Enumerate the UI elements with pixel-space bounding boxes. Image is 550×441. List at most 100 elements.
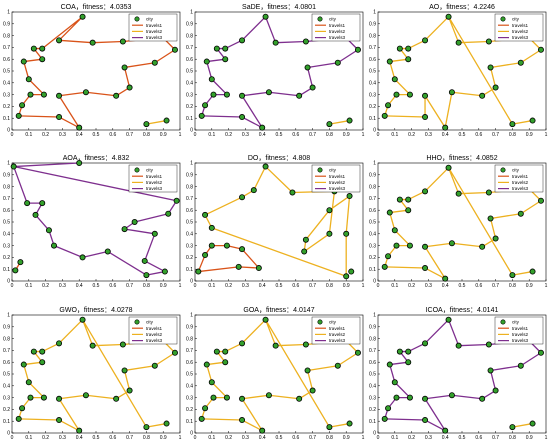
city-point [405, 207, 412, 214]
x-tick-label: 0.4 [259, 435, 266, 441]
city-point [422, 114, 429, 121]
city-point [272, 342, 279, 349]
city-point [385, 253, 392, 260]
legend-label: travels1 [329, 326, 346, 331]
panel-title: AO，fitness：4.2246 [429, 4, 495, 11]
city-point [239, 417, 246, 424]
x-tick-label: 1 [179, 435, 182, 441]
city-point [121, 64, 128, 71]
city-point [391, 76, 398, 83]
x-tick-label: 0.5 [276, 132, 283, 138]
city-point [393, 91, 400, 98]
x-tick-label: 1 [362, 435, 365, 441]
city-point [509, 424, 516, 431]
x-tick-label: 0.8 [509, 435, 516, 441]
x-tick-label: 0.8 [143, 283, 150, 289]
y-tick-label: 0.1 [3, 267, 10, 273]
x-tick-label: 0.9 [343, 435, 350, 441]
y-tick-label: 0 [190, 431, 193, 437]
legend-label: travels2 [512, 332, 529, 337]
city-point [239, 340, 246, 347]
city-point [239, 395, 246, 402]
x-tick-label: 0.5 [276, 283, 283, 289]
y-tick-label: 0.9 [3, 325, 10, 331]
legend-label: travels3 [512, 186, 529, 191]
y-tick-label: 0.2 [3, 407, 10, 413]
city-point [517, 59, 524, 66]
x-tick-label: 0.5 [93, 132, 100, 138]
y-tick-label: 1 [7, 161, 10, 167]
city-point [20, 58, 27, 65]
city-point [326, 207, 333, 214]
city-point [393, 394, 400, 401]
legend-city-marker [500, 167, 506, 173]
legend-label: travels2 [329, 29, 346, 34]
legend-label: travels1 [146, 174, 163, 179]
city-point [348, 268, 355, 275]
y-tick-label: 0.1 [186, 419, 193, 425]
y-tick-label: 0.3 [369, 395, 376, 401]
city-point [15, 112, 22, 119]
panel-title: GWO，fitness：4.0278 [59, 307, 132, 314]
city-point [422, 92, 429, 99]
x-tick-label: 0.1 [208, 435, 215, 441]
legend-label: travels3 [512, 35, 529, 40]
legend-label: city [146, 320, 154, 325]
city-point [296, 395, 303, 402]
city-point [12, 267, 19, 274]
legend-label: city [512, 168, 520, 173]
legend-city-marker [317, 167, 323, 173]
x-tick-label: 0.3 [59, 435, 66, 441]
city-point [213, 45, 220, 52]
x-tick-label: 0.7 [492, 283, 499, 289]
y-tick-label: 0.7 [369, 196, 376, 202]
x-tick-label: 1 [362, 283, 365, 289]
city-point [445, 316, 452, 323]
city-point [302, 38, 309, 45]
city-point [15, 415, 22, 422]
city-point [396, 45, 403, 52]
x-tick-label: 0.6 [475, 435, 482, 441]
x-tick-label: 0.6 [292, 283, 299, 289]
y-tick-label: 0 [7, 128, 10, 134]
legend-label: city [512, 17, 520, 22]
city-point [354, 349, 361, 356]
y-tick-label: 0.8 [369, 184, 376, 190]
city-point [422, 243, 429, 250]
city-point [202, 102, 209, 109]
city-point [198, 415, 205, 422]
city-point [537, 349, 544, 356]
x-tick-label: 0.3 [425, 132, 432, 138]
city-point [56, 114, 63, 121]
x-tick-label: 0.4 [259, 283, 266, 289]
panel-6: HHO，fitness：4.0852 0 0.1 0.2 0.3 0.4 0.5 0.6 0.7… [369, 155, 548, 289]
city-point [143, 424, 150, 431]
legend-label: travels2 [329, 332, 346, 337]
city-point [262, 13, 269, 20]
panel-title: DO，fitness：4.808 [248, 155, 310, 162]
x-tick-label: 0.1 [391, 283, 398, 289]
legend-label: travels2 [146, 332, 163, 337]
city-point [143, 121, 150, 128]
city-point [265, 392, 272, 399]
x-tick-label: 0.5 [93, 435, 100, 441]
x-tick-label: 0.9 [526, 435, 533, 441]
y-tick-label: 0.8 [186, 336, 193, 342]
y-tick-label: 0.2 [186, 104, 193, 110]
y-tick-label: 0.1 [3, 419, 10, 425]
city-point [334, 59, 341, 66]
city-point [455, 342, 462, 349]
city-point [79, 13, 86, 20]
city-point [422, 395, 429, 402]
panel-4: AOA，fitness：4.832 0 0.1 0.2 0.3 0.4 0.5 0.6 0.7 0… [3, 155, 182, 289]
city-point [381, 415, 388, 422]
city-point [529, 117, 536, 124]
y-tick-label: 0.4 [3, 384, 10, 390]
city-point [32, 211, 39, 218]
y-tick-label: 0.5 [369, 69, 376, 75]
y-tick-label: 0.4 [369, 81, 376, 87]
x-tick-label: 0.9 [160, 435, 167, 441]
city-point [113, 92, 120, 99]
x-tick-label: 0.9 [526, 283, 533, 289]
city-point [171, 46, 178, 53]
